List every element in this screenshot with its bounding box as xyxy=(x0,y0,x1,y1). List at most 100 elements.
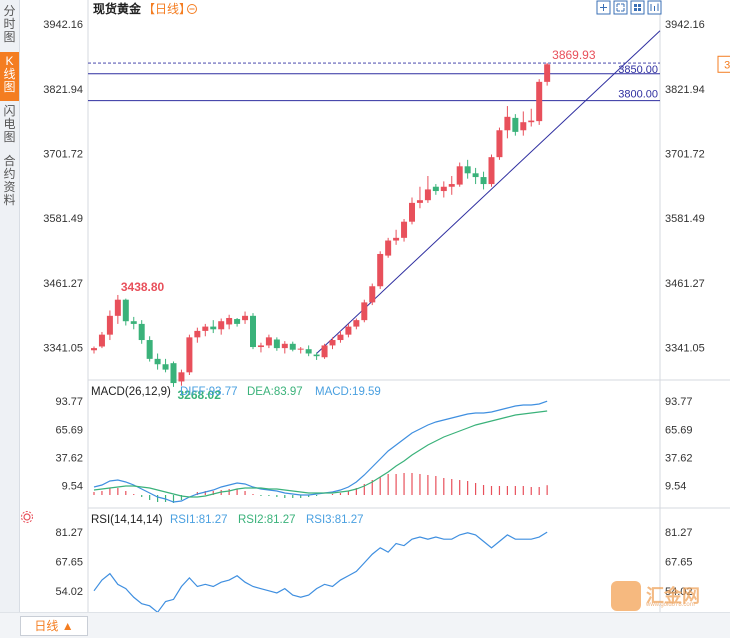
chart-icon[interactable] xyxy=(647,0,662,15)
candle-body xyxy=(265,337,272,346)
rsi-label: RSI(14,14,14) xyxy=(91,514,163,526)
macd-y-tick-right: 93.77 xyxy=(665,396,693,408)
candle-body xyxy=(130,321,137,324)
candle-body xyxy=(114,299,121,316)
candle-body xyxy=(313,354,320,357)
candle-body xyxy=(186,337,193,373)
y-tick-label-left: 3461.27 xyxy=(43,278,83,290)
y-tick-label-right: 3581.49 xyxy=(665,213,705,225)
candle-body xyxy=(234,319,241,324)
candle-body xyxy=(289,343,296,350)
candle-body xyxy=(305,349,312,354)
last-price-label: 3867.69 xyxy=(724,59,730,71)
candle-body xyxy=(393,237,400,241)
candle-body xyxy=(297,348,304,350)
y-tick-label-left: 3581.49 xyxy=(43,213,83,225)
y-tick-label-right: 3701.72 xyxy=(665,149,705,161)
candle-body xyxy=(456,166,463,185)
candle-body xyxy=(496,130,503,158)
rsi2-legend: RSI2:81.27 xyxy=(238,514,296,526)
candle-body xyxy=(138,323,145,341)
candle-body xyxy=(321,345,328,358)
macd-dea-legend: DEA:83.97 xyxy=(247,386,303,398)
rsi-y-tick-left: 54.02 xyxy=(55,586,83,598)
period-tag[interactable]: 【日线】 xyxy=(143,2,191,16)
rsi-y-tick-right: 81.27 xyxy=(665,527,693,539)
y-tick-label-left: 3701.72 xyxy=(43,149,83,161)
candle-body xyxy=(91,348,97,351)
candle-body xyxy=(242,315,249,321)
hline-label-3800: 3800.00 xyxy=(618,89,658,101)
watermark-url: www.gold678.com xyxy=(646,602,695,608)
fit-icon[interactable] xyxy=(596,0,611,15)
candle-body xyxy=(194,330,201,338)
watermark-name: 汇金网 xyxy=(646,586,700,606)
zoom-out-icon[interactable] xyxy=(187,4,197,14)
macd-diff-legend: DIFF:93.77 xyxy=(180,386,238,398)
y-tick-label-left: 3821.94 xyxy=(43,84,83,96)
candle-body xyxy=(257,345,264,348)
candle-body xyxy=(353,320,360,327)
candle-body xyxy=(98,334,105,347)
candle-body xyxy=(273,339,280,349)
candle-body xyxy=(424,189,431,201)
y-tick-label-left: 3942.16 xyxy=(43,19,83,31)
candle-body xyxy=(361,302,368,321)
y-tick-label-left: 3341.05 xyxy=(43,343,83,355)
rsi-y-tick-right: 54.02 xyxy=(665,586,693,598)
y-tick-label-right: 3942.16 xyxy=(665,19,705,31)
gear-icon[interactable] xyxy=(21,511,33,523)
candle-body xyxy=(480,177,487,185)
candle-body xyxy=(170,363,177,384)
macd-label: MACD(26,12,9) xyxy=(91,386,171,398)
tab-time-share[interactable]: 分时图 xyxy=(3,4,16,44)
last-price-box xyxy=(717,55,730,73)
recent-high-annotation: 3869.93 xyxy=(552,48,596,62)
rsi-line xyxy=(93,531,548,614)
rsi-y-tick-right: 67.65 xyxy=(665,556,693,568)
candle-body xyxy=(385,240,392,256)
expand-icon[interactable] xyxy=(613,0,628,15)
macd-pane: 93.77 93.77 65.69 65.69 37.62 37.62 9.54 9.54 MA… xyxy=(55,386,693,503)
candle-body xyxy=(504,116,511,131)
rsi-y-tick-left: 67.65 xyxy=(55,556,83,568)
macd-y-tick-left: 9.54 xyxy=(62,480,83,492)
y-tick-label-right: 3461.27 xyxy=(665,278,705,290)
candle-body xyxy=(329,340,336,346)
candle-body xyxy=(416,200,423,203)
candle-body xyxy=(178,372,185,382)
candle-body xyxy=(409,202,415,222)
candle-body xyxy=(162,364,169,370)
low-annotation: 3268.02 xyxy=(178,388,222,402)
high-annotation: 3438.80 xyxy=(121,280,165,294)
macd-hist-legend: MACD:19.59 xyxy=(315,386,381,398)
macd-y-tick-right: 37.62 xyxy=(665,452,693,464)
candle-body xyxy=(337,334,344,341)
candle-body xyxy=(122,299,129,322)
y-tick-label-right: 3341.05 xyxy=(665,343,705,355)
macd-y-tick-left: 37.62 xyxy=(55,452,83,464)
candle-body xyxy=(250,315,256,348)
candle-body xyxy=(528,120,535,123)
trend-line xyxy=(316,30,661,354)
rsi3-legend: RSI3:81.27 xyxy=(306,514,364,526)
candle-body xyxy=(536,81,543,122)
y-tick-label-right: 3821.94 xyxy=(665,84,705,96)
grid-icon[interactable] xyxy=(630,0,645,15)
macd-y-tick-left: 65.69 xyxy=(55,424,83,436)
hline-label-3850: 3850.00 xyxy=(618,64,658,76)
instrument-title: 现货黄金 xyxy=(93,1,142,16)
candle-body xyxy=(432,186,439,192)
macd-y-tick-left: 93.77 xyxy=(55,396,83,408)
tab-flash[interactable]: 闪电图 xyxy=(3,104,16,144)
tab-contract-info[interactable]: 合约资料 xyxy=(3,154,16,207)
candle-body xyxy=(401,221,408,238)
candle-body xyxy=(377,253,384,287)
candle-body xyxy=(544,64,551,82)
period-selector-button[interactable]: 日线 ▲ xyxy=(20,616,88,636)
candle-body xyxy=(472,173,479,178)
logo-icon xyxy=(611,581,641,611)
candle-body xyxy=(210,326,217,330)
